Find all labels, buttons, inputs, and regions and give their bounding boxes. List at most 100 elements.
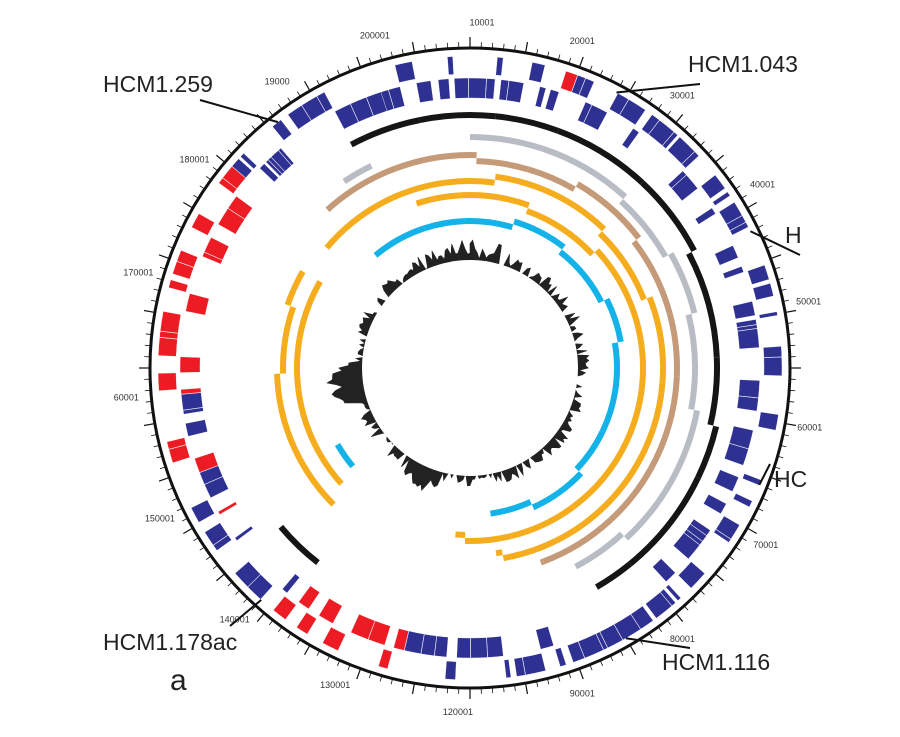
scale-tick [714,154,724,163]
ring-orange-arc [623,405,642,445]
gene-block [498,79,510,101]
ring-black-arc [686,252,720,358]
gene-block [694,207,716,225]
gene-block [168,444,191,464]
gene-block [726,215,747,231]
gene-block [613,613,641,641]
gene-block [234,561,261,588]
gene-block [404,630,425,655]
gene-block [732,301,756,320]
gene-block [641,114,660,135]
gene-block [722,266,744,279]
scale-label: 130001 [320,680,350,690]
scale-label: 140001 [220,615,250,625]
gene-block [334,103,359,130]
gene-block [713,529,732,543]
scale-label: 90001 [570,689,595,699]
ring-cyan-arc [599,390,619,433]
gene-block [240,152,257,170]
ring-orange-arc [296,280,323,340]
ring-orange-arc [616,278,644,338]
gene-block [729,222,749,236]
gene-block [218,177,238,194]
gene-block [534,86,547,108]
ring-tan-arc [527,166,576,192]
gene-block [282,573,300,594]
scale-tick [785,422,797,427]
callout-label: HCM1.178ac [103,629,237,655]
ring-orange-arc [495,549,503,557]
gene-block [350,613,376,640]
gene-block [758,311,778,319]
ring-orange-arc [594,248,622,282]
scale-tick [629,644,637,655]
gene-block [712,191,731,206]
gene-block [486,635,504,658]
ring-black-arc [278,524,320,566]
gene-block [583,104,608,131]
scale-tick [216,154,226,163]
scale-tick [158,254,170,260]
gene-block [621,128,640,149]
scale-label: 70001 [753,540,778,550]
ring-orange-arc [324,195,394,250]
callout-leader [749,230,801,256]
ring-gray-arc [342,163,373,184]
scale-tick [356,56,362,68]
gene-block [231,158,253,179]
scale-tick [675,612,684,622]
gene-block [681,151,700,169]
scale-label: 30001 [670,91,695,101]
gene-block [322,626,346,651]
scale-label: 180001 [179,155,209,165]
gene-block [194,451,219,473]
gene-block [259,163,279,183]
gene-block [578,633,604,659]
gene-block [503,659,512,679]
gene-block [168,279,189,293]
callout-label: HCM1.116 [662,649,770,675]
gene-block [185,419,208,437]
callout-label: HCM1.043 [688,51,798,77]
ring-orange-arc [646,296,666,384]
ring-orange-arc [415,192,462,207]
scale-tick [629,81,637,92]
gene-block [660,588,676,607]
ring-black-arc [695,425,720,480]
ring-orange-arc [635,336,646,408]
ring-tan-arc [325,165,397,212]
ring-orange-arc [391,179,446,201]
ring-orange-arc [294,338,303,391]
ring-cyan-arc [603,297,624,343]
gene-block [166,437,187,450]
gene-block [273,595,297,620]
feature-rings [274,112,720,590]
gene-block [316,91,333,113]
scale-tick [578,56,584,68]
gene-block [667,170,687,189]
gene-block [468,77,487,99]
gene-block [190,499,215,523]
ring-gray-arc [685,313,698,410]
gene-block [700,174,726,199]
ring-orange-arc [650,382,666,430]
scale-tick [770,476,782,482]
scale-tick [356,668,362,680]
gene-block [686,523,707,542]
scale-label: 120001 [443,707,473,717]
ring-orange-arc [317,452,344,486]
ring-orange-arc [597,231,647,301]
gene-block [715,515,740,540]
gene-block [191,213,215,236]
gene-block [714,469,739,492]
ring-gray-arc [619,199,669,259]
scale-tick [714,573,724,582]
gene-block [453,77,469,99]
ring-tan-arc [608,467,654,522]
gene-block [456,637,471,659]
gene-block [535,626,554,650]
gene-block [185,293,210,316]
gene-block [652,558,676,582]
